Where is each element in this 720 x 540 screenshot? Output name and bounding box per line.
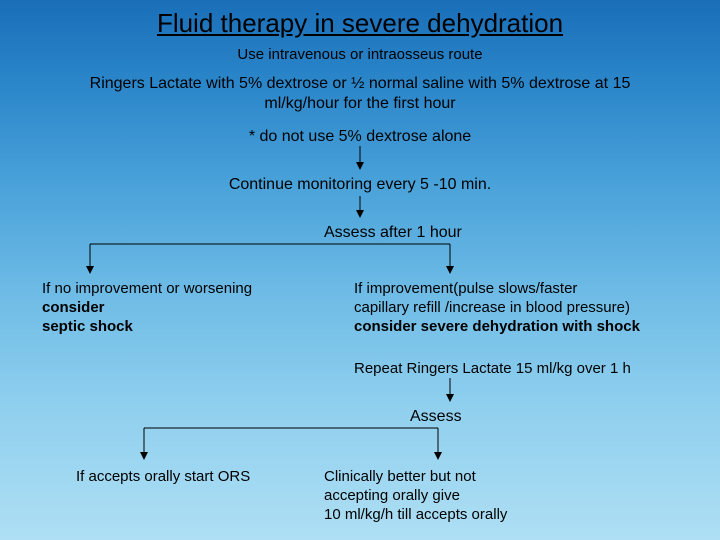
branch-right-2-line2: accepting orally give bbox=[324, 487, 460, 504]
branch-right-1-line1: If improvement(pulse slows/faster bbox=[354, 280, 577, 297]
repeat-ringers: Repeat Ringers Lactate 15 ml/kg over 1 h bbox=[354, 360, 694, 377]
branch-accepts-orally: If accepts orally start ORS bbox=[76, 468, 316, 485]
step1-line1: Ringers Lactate with 5% dextrose or ½ no… bbox=[90, 75, 631, 92]
assess-2: Assess bbox=[410, 408, 462, 426]
caution-note: * do not use 5% dextrose alone bbox=[0, 128, 720, 146]
branch-left-1-line3: septic shock bbox=[42, 318, 133, 335]
slide-title: Fluid therapy in severe dehydration bbox=[0, 8, 720, 39]
branch-right-1-line2: capillary refill /increase in blood pres… bbox=[354, 299, 630, 316]
branch-left-1-line1: If no improvement or worsening bbox=[42, 280, 252, 297]
branch-improvement: If improvement(pulse slows/faster capill… bbox=[354, 280, 684, 336]
branch-no-improvement: If no improvement or worsening consider … bbox=[42, 280, 322, 336]
branch-left-1-line2: consider bbox=[42, 299, 105, 316]
branch-right-2-line1: Clinically better but not bbox=[324, 468, 476, 485]
assess-1h: Assess after 1 hour bbox=[324, 224, 462, 242]
branch-right-1-line3: consider severe dehydration with shock bbox=[354, 318, 640, 335]
branch-not-accepting: Clinically better but not accepting oral… bbox=[324, 468, 584, 524]
subtitle: Use intravenous or intraosseus route bbox=[0, 46, 720, 63]
branch-right-2-line3: 10 ml/kg/h till accepts orally bbox=[324, 506, 507, 523]
monitor-step: Continue monitoring every 5 -10 min. bbox=[0, 176, 720, 194]
step1-line2: ml/kg/hour for the first hour bbox=[264, 95, 455, 112]
step-initial-fluid: Ringers Lactate with 5% dextrose or ½ no… bbox=[40, 74, 680, 114]
